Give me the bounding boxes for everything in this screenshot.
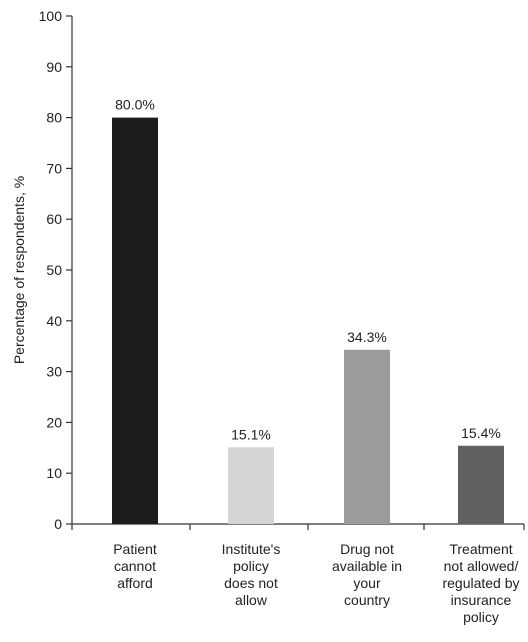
bar (112, 117, 158, 524)
labels: 0 10 20 30 40 50 60 70 80 90 100 80.0% Patient cannot… (39, 8, 520, 625)
y-axis-title: Percentage of respondents, % (11, 176, 27, 364)
y-tick-label: 80 (46, 110, 62, 126)
y-tick-label: 30 (46, 364, 62, 380)
y-tick-label: 0 (54, 516, 62, 532)
bar-value-label: 80.0% (115, 97, 155, 113)
bar-value-label: 15.4% (461, 425, 501, 441)
y-tick-label: 100 (39, 8, 63, 24)
x-category-label: Patient cannot afford (113, 541, 157, 591)
bar-value-label: 15.1% (231, 426, 271, 442)
y-tick-label: 40 (46, 313, 62, 329)
x-category-label: Treatment not allowed/regulated by insuran… (442, 541, 519, 625)
y-tick-label: 10 (46, 465, 62, 481)
y-tick-label: 70 (46, 160, 62, 176)
bar (458, 445, 504, 524)
x-category-label: Drug not available in your country (332, 541, 402, 608)
bar (344, 349, 390, 524)
y-tick-label: 20 (46, 414, 62, 430)
bars (112, 117, 504, 524)
y-tick-label: 90 (46, 59, 62, 75)
y-tick-label: 50 (46, 262, 62, 278)
bar (228, 447, 274, 524)
y-tick-label: 60 (46, 211, 62, 227)
bar-value-label: 34.3% (347, 329, 387, 345)
x-category-label: Institute's policy does not allow (222, 541, 281, 608)
